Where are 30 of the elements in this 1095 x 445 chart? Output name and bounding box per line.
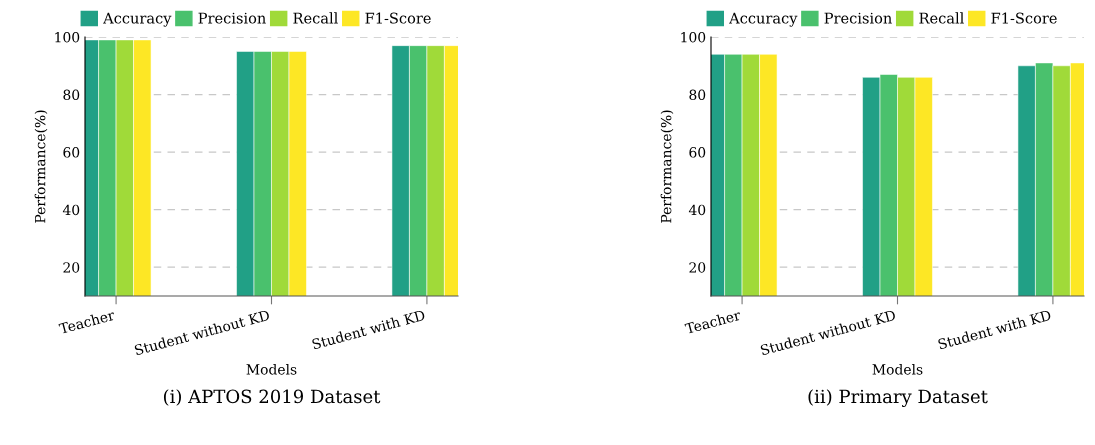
y-tick-label: 20: [63, 262, 80, 273]
y-tick-label: 100: [681, 31, 706, 43]
legend-label: Recall: [293, 12, 338, 24]
legend-label: Accuracy: [103, 12, 172, 27]
text: (ii) Primary Dataset: [808, 389, 988, 407]
x-tick-label: Teacher: [684, 309, 742, 335]
text: (i) APTOS 2019 Dataset: [163, 389, 381, 406]
y-axis-title: Performance(%): [660, 110, 674, 223]
legend-label: F1-Score: [365, 12, 431, 24]
x-tick-label: Teacher: [58, 309, 116, 335]
y-axis-title: Performance(%): [34, 110, 48, 223]
x-axis-title: Models: [246, 363, 297, 375]
legend-label: Recall: [919, 12, 964, 24]
y-tick-label: 100: [55, 31, 80, 43]
y-tick-label: 40: [688, 204, 706, 216]
x-tick-label: Student with KD: [311, 309, 426, 350]
y-tick-label: 60: [63, 147, 80, 158]
y-tick-label: 20: [689, 262, 706, 273]
x-tick-label: Student without KD: [760, 309, 897, 356]
x-tick-label: Student without KD: [134, 309, 271, 356]
legend-label: Precision: [198, 12, 266, 24]
legend-label: F1-Score: [991, 12, 1057, 24]
x-axis-title: Models: [872, 363, 923, 375]
legend-label: Accuracy: [729, 12, 798, 27]
y-tick-label: 60: [689, 147, 706, 158]
x-tick-label: Student with KD: [937, 309, 1052, 350]
y-tick-label: 40: [62, 204, 80, 216]
legend-label: Precision: [824, 12, 892, 24]
y-tick-label: 80: [63, 89, 80, 101]
y-tick-label: 80: [689, 89, 706, 101]
